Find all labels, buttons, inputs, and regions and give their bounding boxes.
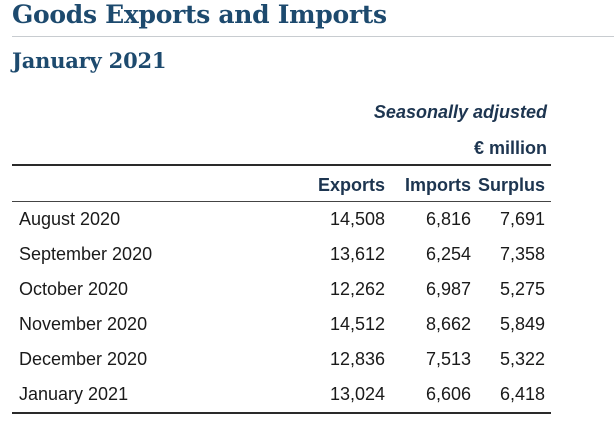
table-top-rule [12,164,551,166]
row-month: October 2020 [19,279,129,299]
column-header-month [12,170,291,200]
row-surplus: 5,275 [499,279,545,299]
table-header-row: Exports Imports Surplus [12,170,551,200]
table-row: November 2020 14,512 8,662 5,849 [12,307,551,342]
table-row: October 2020 12,262 6,987 5,275 [12,272,551,307]
seasonal-adjustment-note: Seasonally adjusted [373,102,547,122]
row-surplus: 6,418 [499,384,545,404]
row-imports: 8,662 [425,314,471,334]
row-month: December 2020 [19,349,148,369]
table-header-rule [12,201,551,202]
row-surplus: 7,691 [499,209,545,229]
row-surplus: 5,849 [499,314,545,334]
column-header-surplus: Surplus [477,174,545,195]
row-surplus: 5,322 [499,349,545,369]
row-exports: 12,262 [329,279,385,299]
page-title: Goods Exports and Imports [12,0,387,29]
row-imports: 7,513 [425,349,471,369]
column-header-exports: Exports [317,174,385,195]
row-month: September 2020 [19,244,153,264]
row-exports: 12,836 [329,349,385,369]
row-month: January 2021 [19,384,129,404]
row-exports: 14,512 [329,314,385,334]
row-imports: 6,254 [425,244,471,264]
row-surplus: 7,358 [499,244,545,264]
row-imports: 6,987 [425,279,471,299]
column-header-imports: Imports [404,174,471,195]
table-row: September 2020 13,612 6,254 7,358 [12,237,551,272]
row-month: August 2020 [19,209,121,229]
unit-note: € million [473,138,547,158]
row-exports: 13,612 [329,244,385,264]
trade-table: Exports Imports Surplus August 2020 14,5… [12,170,551,412]
table-bottom-rule [12,412,551,414]
row-exports: 13,024 [329,384,385,404]
row-imports: 6,816 [425,209,471,229]
table-row: December 2020 12,836 7,513 5,322 [12,342,551,377]
table-row: January 2021 13,024 6,606 6,418 [12,377,551,412]
page-subtitle: January 2021 [12,48,167,73]
row-month: November 2020 [19,314,148,334]
row-exports: 14,508 [329,209,385,229]
row-imports: 6,606 [425,384,471,404]
title-divider [12,36,614,37]
table-row: August 2020 14,508 6,816 7,691 [12,200,551,237]
